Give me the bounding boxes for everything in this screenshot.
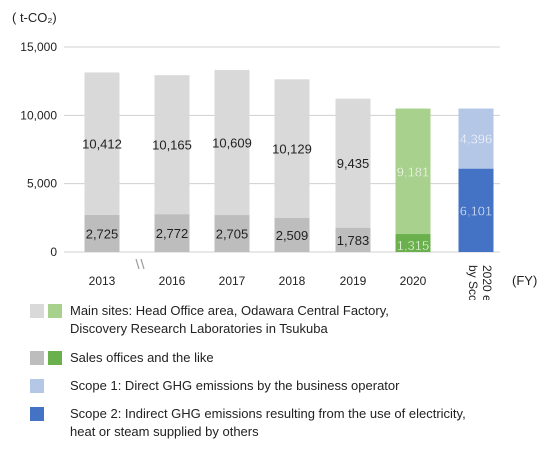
data-label: 2,772 bbox=[156, 226, 189, 241]
x-tick-label-line: 2020 emissions bbox=[480, 265, 494, 300]
legend-text: Main sites: Head Office area, Odawara Ce… bbox=[70, 302, 389, 338]
x-tick-label: 2018 bbox=[279, 274, 306, 288]
data-label: 9,435 bbox=[337, 156, 370, 171]
legend-swatch bbox=[30, 379, 44, 393]
y-tick-label: 0 bbox=[50, 245, 57, 259]
data-label: 2,705 bbox=[216, 227, 249, 242]
bar-segment bbox=[335, 98, 371, 228]
bar-segment bbox=[274, 79, 310, 218]
legend-text-line2: Discovery Research Laboratories in Tsuku… bbox=[70, 321, 328, 336]
legend-text-line1: Main sites: Head Office area, Odawara Ce… bbox=[70, 303, 389, 318]
bar-segment bbox=[84, 72, 120, 215]
legend-item-sales: Sales offices and the like bbox=[30, 349, 214, 367]
y-tick-label: 15,000 bbox=[20, 40, 57, 54]
legend-swatch bbox=[30, 304, 44, 318]
bar-segment bbox=[458, 168, 494, 252]
y-unit-label: ( t-CO₂) bbox=[12, 10, 57, 25]
x-axis-ticks: 2013 2016 2017 2018 2019 2020 2020 emissionsby… bbox=[89, 265, 494, 300]
x-tick-label-line: by Scope bbox=[466, 265, 480, 300]
bar-segment bbox=[335, 227, 371, 252]
bar-segment bbox=[84, 214, 120, 252]
data-label: 2,725 bbox=[86, 226, 119, 241]
data-label: 9,181 bbox=[397, 164, 430, 179]
bar-segment bbox=[395, 234, 431, 252]
legend-text-line1: Sales offices and the like bbox=[70, 350, 214, 365]
legend-text-line1: Scope 2: Indirect GHG emissions resultin… bbox=[70, 406, 466, 421]
bar-segment bbox=[214, 70, 250, 216]
axis-break-mark bbox=[135, 258, 145, 270]
x-unit-label: (FY) bbox=[512, 273, 537, 288]
data-label: 4,396 bbox=[460, 132, 493, 147]
legend-text: Scope 1: Direct GHG emissions by the bus… bbox=[70, 377, 399, 395]
emissions-chart: ( t-CO₂) (FY) 15,000 10,000 5,000 0 2,725 10… bbox=[12, 10, 537, 300]
y-axis-ticks: 15,000 10,000 5,000 0 bbox=[20, 40, 57, 259]
data-label: 10,129 bbox=[272, 141, 312, 156]
y-tick-label: 10,000 bbox=[20, 108, 57, 122]
legend-item-scope2: Scope 2: Indirect GHG emissions resultin… bbox=[30, 405, 466, 441]
data-label: 10,165 bbox=[152, 138, 192, 153]
x-tick-label: 2020 bbox=[400, 274, 427, 288]
legend-text: Scope 2: Indirect GHG emissions resultin… bbox=[70, 405, 466, 441]
bars-layer: 2,725 10,412 2,772 10,165 2,705 10,609 2,509 10… bbox=[82, 70, 494, 253]
legend-text: Sales offices and the like bbox=[70, 349, 214, 367]
bar-segment bbox=[154, 75, 190, 215]
data-label: 10,609 bbox=[212, 136, 252, 151]
y-tick-label: 5,000 bbox=[27, 177, 57, 191]
data-label: 10,412 bbox=[82, 137, 122, 152]
axis-break-stroke bbox=[140, 258, 145, 270]
legend-item-main: Main sites: Head Office area, Odawara Ce… bbox=[30, 302, 389, 338]
legend-swatch bbox=[30, 351, 44, 365]
x-tick-label: 2016 bbox=[159, 274, 186, 288]
x-tick-label: 2019 bbox=[340, 274, 367, 288]
bar-segment bbox=[395, 108, 431, 235]
legend-item-scope1: Scope 1: Direct GHG emissions by the bus… bbox=[30, 377, 399, 395]
bar-segment bbox=[274, 217, 310, 252]
x-tick-label: 2013 bbox=[89, 274, 116, 288]
data-label: 6,101 bbox=[460, 203, 493, 218]
bar-segment bbox=[458, 108, 494, 169]
legend-text-line2: heat or steam supplied by others bbox=[70, 424, 259, 439]
x-tick-label: 2017 bbox=[219, 274, 246, 288]
data-label: 1,783 bbox=[337, 233, 370, 248]
data-label: 2,509 bbox=[276, 228, 309, 243]
legend-swatch bbox=[48, 351, 62, 365]
bar-segment bbox=[154, 214, 190, 252]
bar-segment bbox=[214, 215, 250, 252]
legend-swatch bbox=[48, 304, 62, 318]
data-label: 1,315 bbox=[397, 238, 430, 253]
legend-swatch bbox=[30, 407, 44, 421]
axis-break-stroke bbox=[135, 258, 140, 270]
legend-text-line1: Scope 1: Direct GHG emissions by the bus… bbox=[70, 378, 400, 393]
